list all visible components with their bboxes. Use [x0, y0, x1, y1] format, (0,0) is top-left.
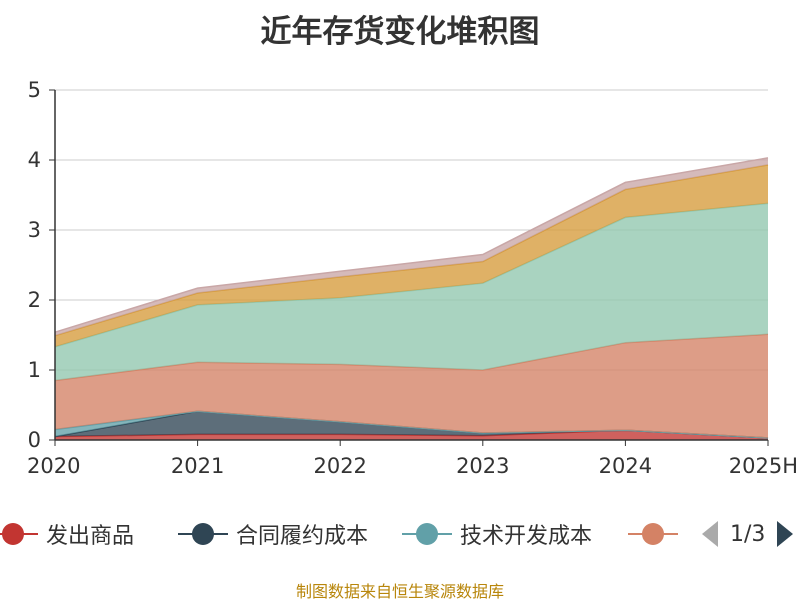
legend-item[interactable]: 发出商品 [0, 514, 134, 554]
legend: 发出商品 合同履约成本 技术开发成本 1/3 [0, 514, 800, 554]
x-tick-label: 2025H [729, 454, 798, 478]
y-tick-label: 3 [28, 218, 41, 242]
y-tick-label: 0 [28, 428, 41, 452]
legend-marker-icon [178, 514, 228, 554]
legend-label: 技术开发成本 [460, 524, 593, 549]
legend-marker-icon [402, 514, 452, 554]
legend-label: 发出商品 [46, 524, 135, 549]
area-series-4 [55, 334, 768, 438]
pager-text: 1/3 [730, 521, 766, 547]
y-tick-label: 1 [28, 358, 41, 382]
source-note: 制图数据来自恒生聚源数据库 [295, 582, 504, 601]
next-page-icon[interactable] [775, 519, 795, 549]
x-tick-label: 2021 [171, 454, 224, 478]
area-series-7 [55, 157, 768, 336]
area-series-5 [55, 203, 768, 381]
axis-layer: 0 1 2 3 4 5 2020 2021 2022 2023 2024 2025H [27, 78, 798, 478]
x-tick-label: 2020 [27, 454, 80, 478]
area-series-6 [55, 164, 768, 347]
legend-pager: 1/3 [700, 514, 795, 554]
area-layer [54, 157, 769, 440]
y-tick-label: 4 [28, 148, 41, 172]
legend-item[interactable]: 合同履约成本 [178, 514, 368, 554]
x-tick-label: 2022 [313, 454, 366, 478]
series-line-7 [54, 157, 769, 333]
chart-title: 近年存货变化堆积图 [260, 14, 540, 50]
x-tick-label: 2023 [456, 454, 509, 478]
legend-label: 合同履约成本 [236, 524, 369, 549]
legend-item[interactable]: 技术开发成本 [402, 514, 592, 554]
legend-item[interactable] [628, 514, 678, 554]
legend-marker-icon [628, 514, 678, 554]
y-tick-label: 2 [28, 288, 41, 312]
y-tick-label: 5 [28, 78, 41, 102]
prev-page-icon[interactable] [700, 519, 720, 549]
x-tick-label: 2024 [599, 454, 652, 478]
legend-marker-icon [0, 514, 38, 554]
